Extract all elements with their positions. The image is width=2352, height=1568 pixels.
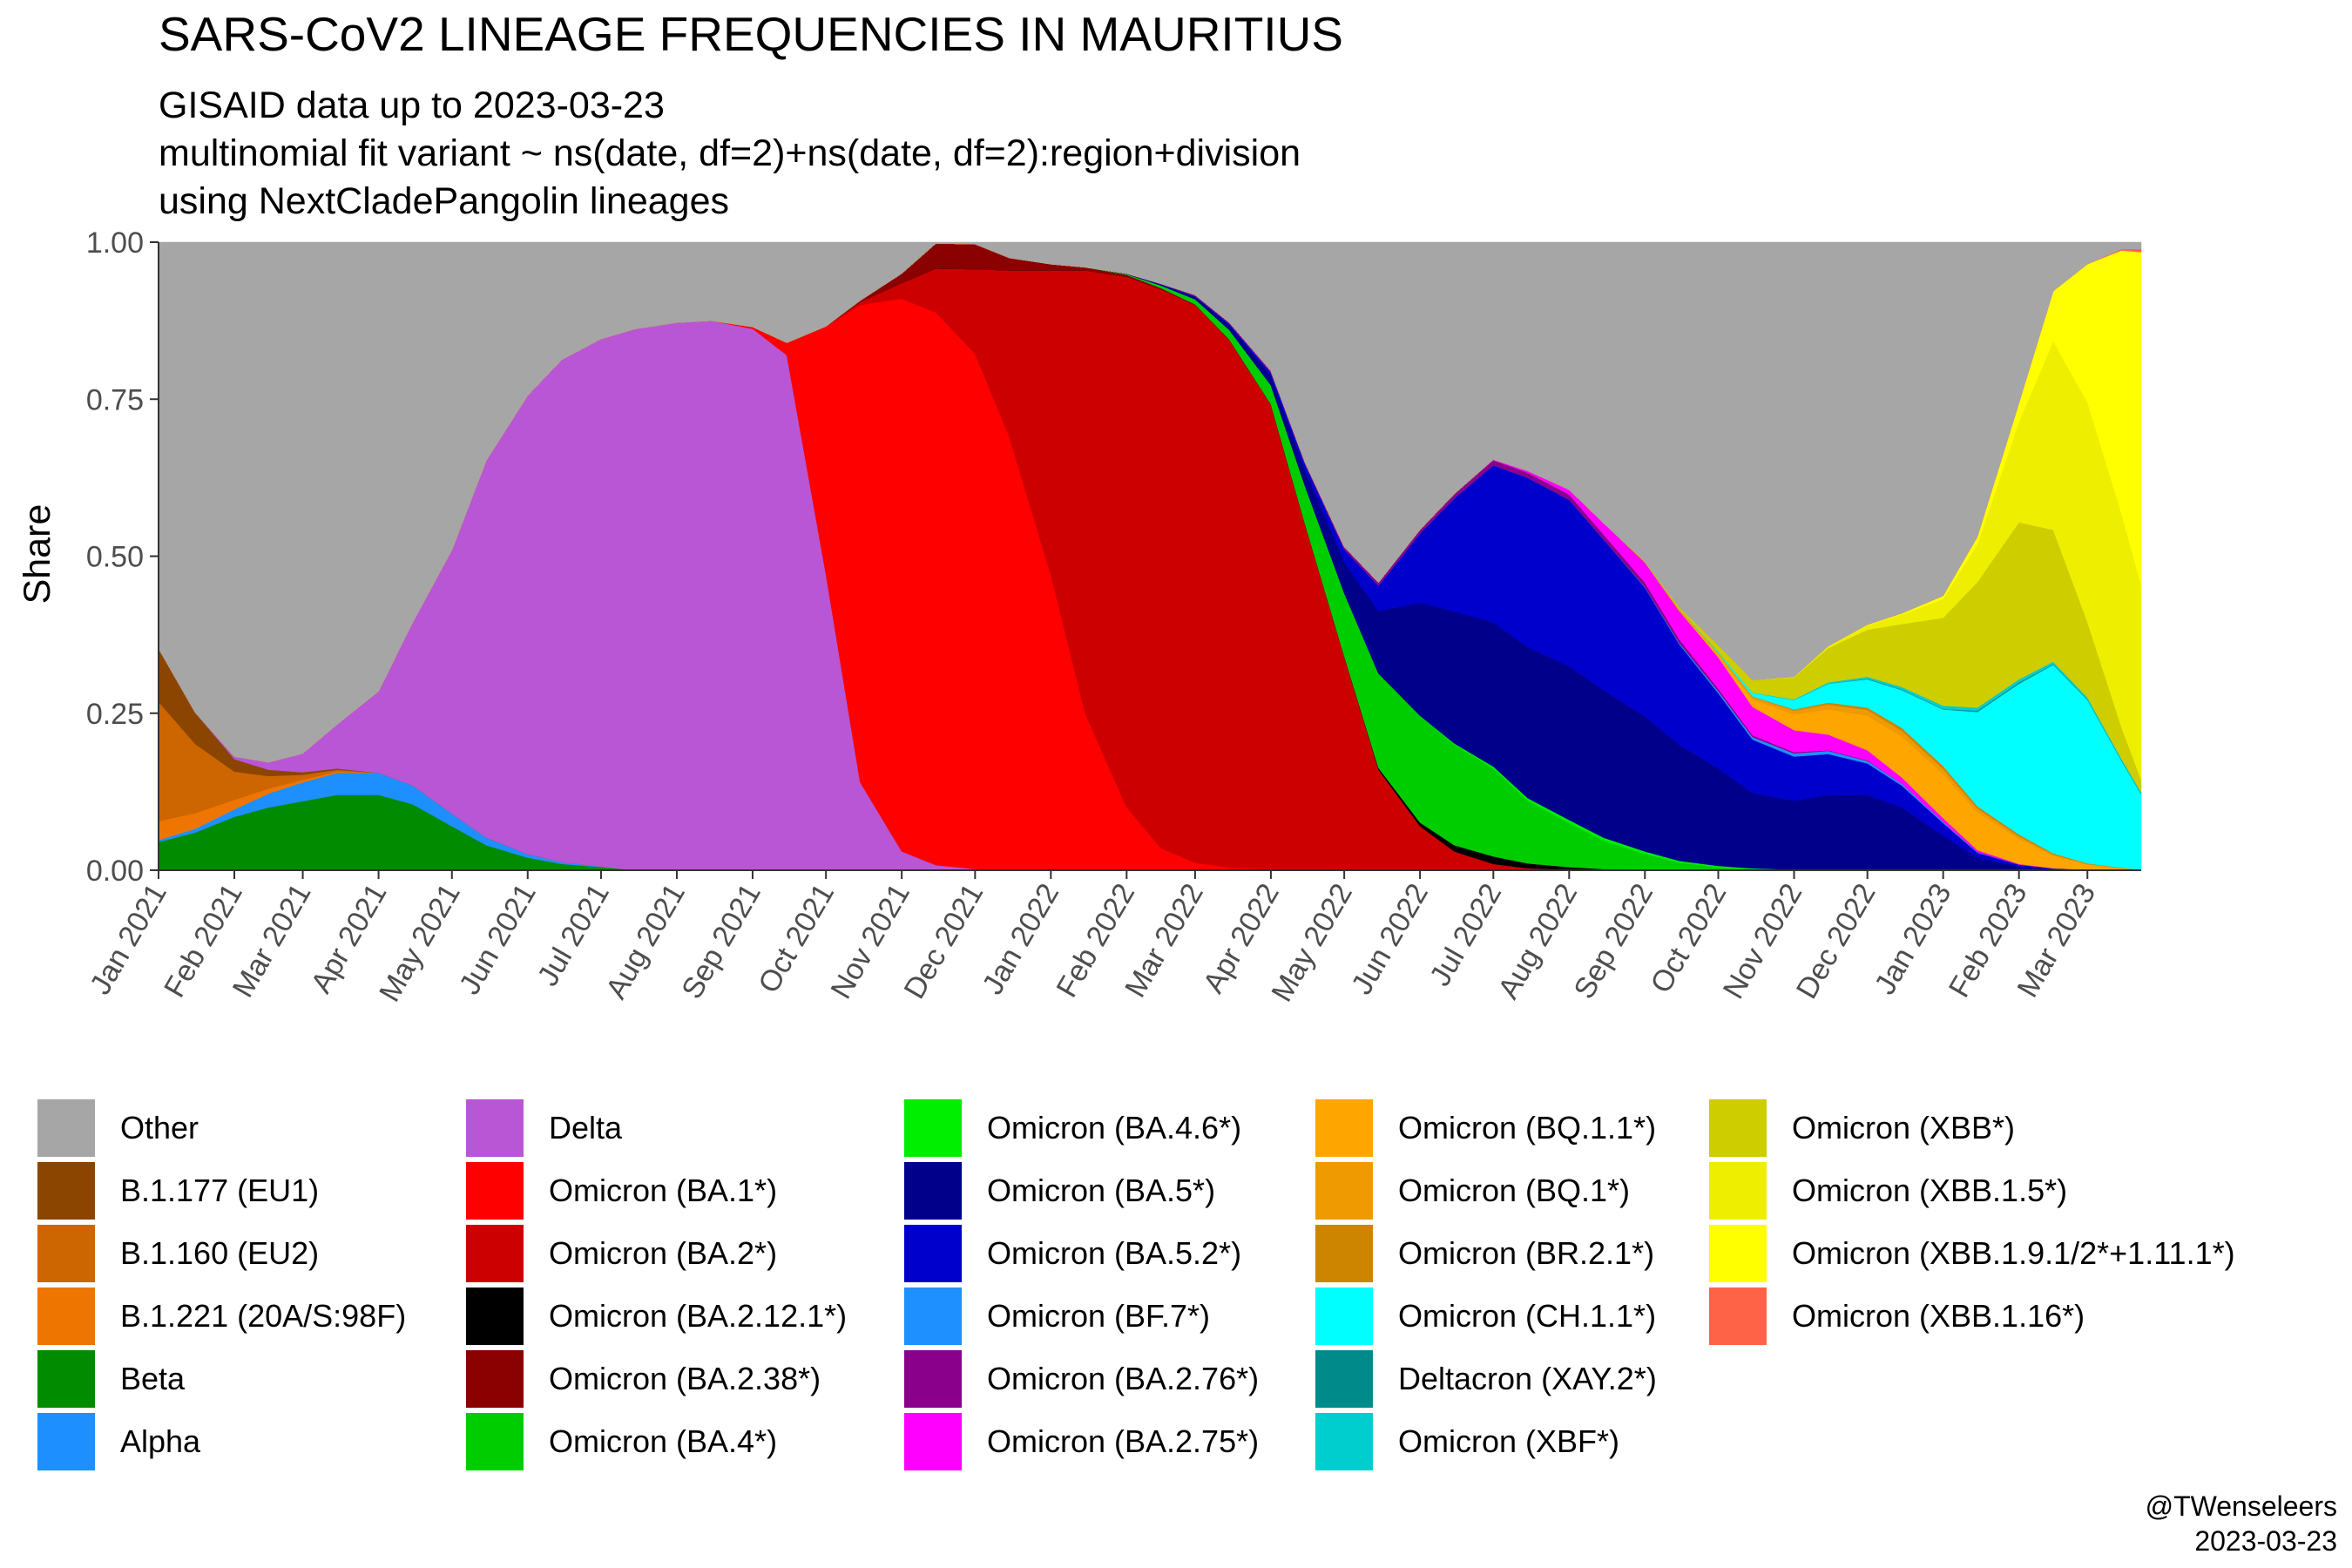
legend-key-omicron-ba-5-2	[904, 1225, 962, 1282]
legend: Other B.1.177 (EU1) B.1.160 (EU2) B.1.221 (…	[37, 1099, 2235, 1470]
legend-key-omicron-xbb-1-16	[1709, 1288, 1767, 1345]
plot-areas	[158, 241, 2142, 871]
legend-label: Omicron (CH.1.1*)	[1398, 1298, 1656, 1334]
legend-key-omicron-br-2-1	[1315, 1225, 1373, 1282]
legend-key-omicron-bq-1-1	[1315, 1099, 1373, 1157]
y-axis: 0.00 0.25 0.50 0.75 1.00	[86, 226, 159, 888]
legend-key-omicron-xbb-1-5	[1709, 1162, 1767, 1220]
legend-key-omicron-ba-2	[466, 1225, 524, 1282]
legend-key-omicron-ba-1	[466, 1162, 524, 1220]
legend-key-omicron-xbb-1-9-1-2-1-11-1	[1709, 1225, 1767, 1282]
legend-key-omicron-ch-1-1	[1315, 1288, 1373, 1345]
y-tick-label: 0.50	[86, 541, 144, 574]
legend-key-delta	[466, 1099, 524, 1157]
legend-key-omicron-bq-1	[1315, 1162, 1373, 1220]
legend-label: Omicron (BQ.1*)	[1398, 1173, 1630, 1208]
x-tick-label: Jul 2022	[1423, 878, 1508, 991]
legend-label: Omicron (BR.2.1*)	[1398, 1235, 1654, 1271]
y-axis-label: Share	[17, 504, 58, 605]
legend-key-omicron-ba-5	[904, 1162, 962, 1220]
legend-label: Deltacron (XAY.2*)	[1398, 1361, 1657, 1396]
caption-author: @TWenseleers	[2146, 1490, 2337, 1522]
legend-label: Beta	[120, 1361, 186, 1396]
area-other	[158, 241, 2142, 763]
legend-label: Other	[120, 1110, 199, 1146]
x-tick-label: Jun 2021	[453, 878, 543, 1000]
legend-key-beta	[37, 1350, 95, 1408]
legend-key-b-1-160-eu2	[37, 1225, 95, 1282]
legend-label: Omicron (BA.1*)	[549, 1173, 777, 1208]
legend-label: Omicron (BA.5.2*)	[987, 1235, 1241, 1271]
legend-label: Omicron (BF.7*)	[987, 1298, 1210, 1334]
legend-label: Omicron (BA.2.76*)	[987, 1361, 1259, 1396]
legend-label: Omicron (XBB.1.5*)	[1792, 1173, 2067, 1208]
legend-label: Omicron (BA.2.38*)	[549, 1361, 821, 1396]
legend-label: B.1.221 (20A/S:98F)	[120, 1298, 406, 1334]
legend-key-omicron-ba-2-75	[904, 1413, 962, 1470]
x-tick-label: Jul 2021	[531, 878, 616, 991]
caption-date: 2023-03-23	[2194, 1525, 2337, 1557]
legend-key-b-1-221-20a-s-98f	[37, 1288, 95, 1345]
legend-label: Omicron (XBF*)	[1398, 1423, 1619, 1459]
legend-key-b-1-177-eu1	[37, 1162, 95, 1220]
legend-key-alpha	[37, 1413, 95, 1470]
legend-label: Omicron (BA.4*)	[549, 1423, 777, 1459]
legend-label: Omicron (XBB*)	[1792, 1110, 2015, 1146]
legend-label: Omicron (BA.2.12.1*)	[549, 1298, 847, 1334]
y-tick-label: 0.25	[86, 698, 144, 731]
chart-subtitle-line-1: GISAID data up to 2023-03-23	[159, 84, 665, 126]
legend-label: Omicron (XBB.1.9.1/2*+1.11.1*)	[1792, 1235, 2235, 1271]
legend-key-omicron-xbf	[1315, 1413, 1373, 1470]
legend-key-omicron-ba-4-6	[904, 1099, 962, 1157]
legend-label: Delta	[549, 1110, 623, 1146]
legend-label: B.1.160 (EU2)	[120, 1235, 319, 1271]
legend-key-other	[37, 1099, 95, 1157]
legend-label: Omicron (BA.4.6*)	[987, 1110, 1241, 1146]
legend-label: Omicron (BA.2*)	[549, 1235, 777, 1271]
y-tick-label: 1.00	[86, 226, 144, 260]
legend-label: Omicron (BA.2.75*)	[987, 1423, 1259, 1459]
legend-key-omicron-ba-2-76	[904, 1350, 962, 1408]
legend-label: B.1.177 (EU1)	[120, 1173, 319, 1208]
y-tick-label: 0.00	[86, 855, 144, 888]
legend-key-omicron-ba-2-12-1	[466, 1288, 524, 1345]
x-tick-label: Jun 2022	[1345, 878, 1435, 1000]
legend-label: Omicron (BA.5*)	[987, 1173, 1215, 1208]
legend-label: Omicron (BQ.1.1*)	[1398, 1110, 1656, 1146]
legend-key-deltacron-xay-2	[1315, 1350, 1373, 1408]
legend-key-omicron-ba-2-38	[466, 1350, 524, 1408]
legend-label: Omicron (XBB.1.16*)	[1792, 1298, 2085, 1334]
y-tick-label: 0.75	[86, 383, 144, 416]
chart-title: SARS-CoV2 LINEAGE FREQUENCIES IN MAURITI…	[159, 7, 1343, 61]
legend-key-omicron-bf-7	[904, 1288, 962, 1345]
legend-key-omicron-xbb	[1709, 1099, 1767, 1157]
chart-subtitle-line-3: using NextCladePangolin lineages	[159, 180, 729, 222]
legend-label: Alpha	[120, 1423, 201, 1459]
legend-key-omicron-ba-4	[466, 1413, 524, 1470]
chart-subtitle-line-2: multinomial fit variant ~ ns(date, df=2)…	[159, 132, 1301, 174]
